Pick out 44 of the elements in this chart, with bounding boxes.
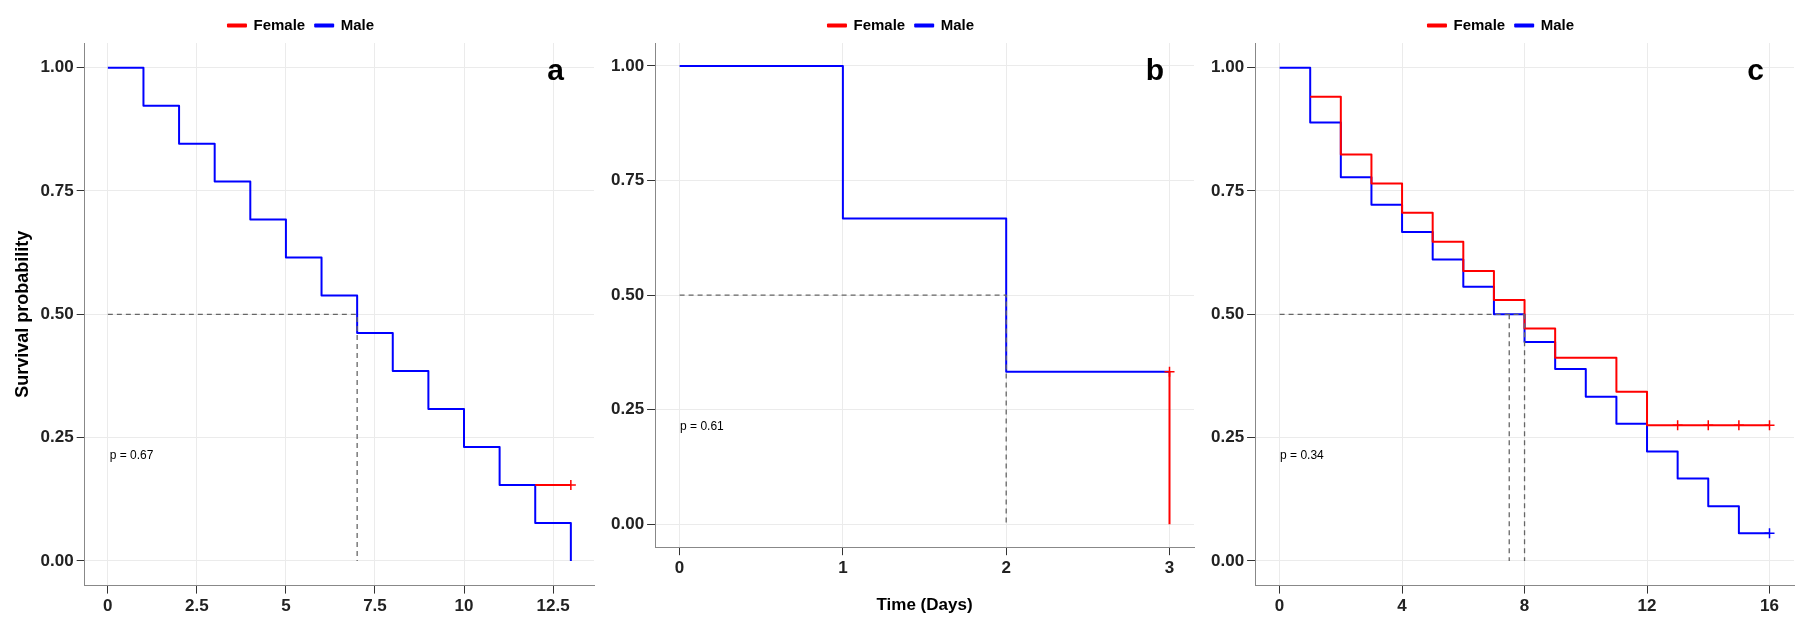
x-tick-label: 5 xyxy=(281,596,291,616)
annotation: p = 0.67 xyxy=(109,447,154,462)
legend-label: Male xyxy=(340,15,375,33)
x-tick-label: 12.5 xyxy=(536,596,570,616)
annotation: p = 0.61 xyxy=(680,418,725,433)
legend-label: Female xyxy=(253,15,306,33)
x-tick-label: 8 xyxy=(1519,596,1530,616)
y-tick-label: 0.75 xyxy=(610,170,645,190)
legend-label: Male xyxy=(1540,15,1575,33)
x-tick-label: 2 xyxy=(1001,558,1011,578)
x-tick-label: 16 xyxy=(1760,596,1779,616)
x-tick-label: 0 xyxy=(674,558,685,578)
x-tick-label: 7.5 xyxy=(363,596,387,616)
x-tick-label: 4 xyxy=(1397,596,1408,616)
legend-label: Female xyxy=(1453,15,1506,33)
x-tick-label: 12 xyxy=(1637,596,1657,616)
annotation: b xyxy=(1145,53,1164,87)
legend-label: Male xyxy=(940,15,975,33)
y-tick-label: 0.50 xyxy=(40,303,74,323)
y-axis-title: Survival probability xyxy=(11,230,32,398)
y-tick-label: 0.25 xyxy=(610,399,645,419)
y-tick-label: 0.00 xyxy=(610,513,645,533)
y-tick-label: 0.25 xyxy=(1210,427,1245,447)
y-tick-label: 0.00 xyxy=(40,550,74,570)
x-tick-label: 3 xyxy=(1164,558,1175,578)
y-tick-label: 1.00 xyxy=(40,57,74,77)
annotation: a xyxy=(547,53,565,87)
x-tick-label: 0 xyxy=(1274,596,1285,616)
x-tick-label: 1 xyxy=(838,558,848,578)
x-tick-label: 10 xyxy=(454,596,474,616)
y-tick-label: 0.00 xyxy=(1210,550,1245,570)
y-tick-label: 0.75 xyxy=(40,180,74,200)
y-tick-label: 0.75 xyxy=(1210,180,1245,200)
x-tick-label: 0 xyxy=(103,596,113,616)
y-tick-label: 1.00 xyxy=(1210,57,1245,77)
annotation: p = 0.34 xyxy=(1280,447,1325,462)
y-tick-label: 0.50 xyxy=(610,284,645,304)
y-tick-label: 1.00 xyxy=(610,55,645,75)
y-tick-label: 0.25 xyxy=(40,427,74,447)
legend-label: Female xyxy=(853,15,906,33)
x-axis-title: Time (Days) xyxy=(876,595,973,615)
y-tick-label: 0.50 xyxy=(1210,303,1245,323)
annotation: c xyxy=(1747,53,1764,87)
x-tick-label: 2.5 xyxy=(185,596,209,616)
